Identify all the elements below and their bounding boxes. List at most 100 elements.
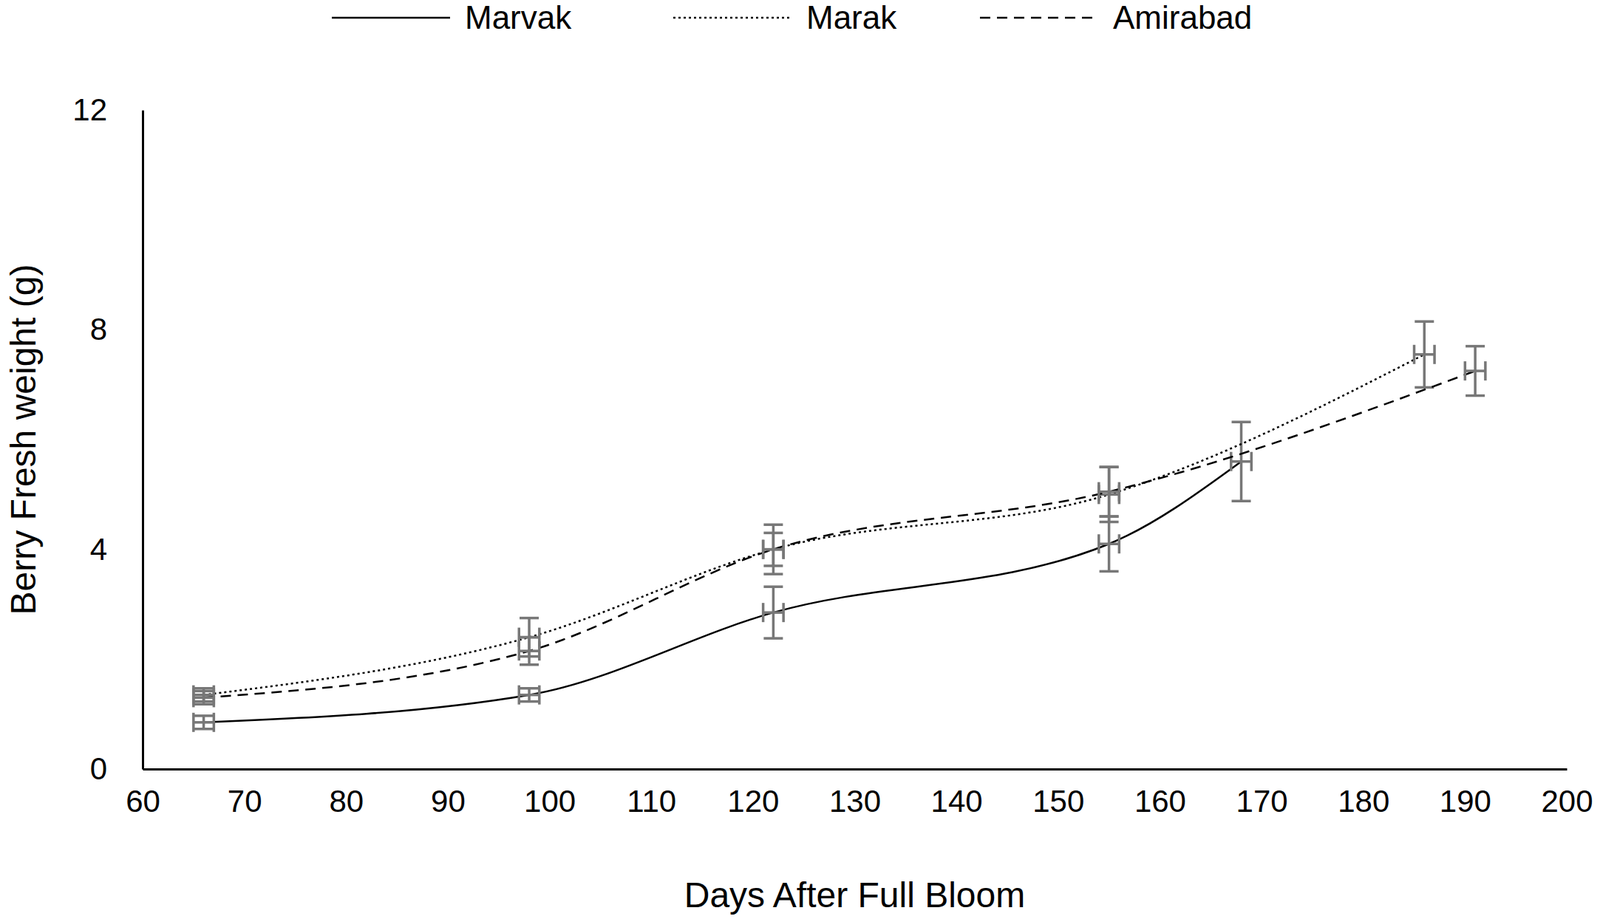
error-stem: [518, 693, 540, 697]
x-error-bar: [763, 603, 785, 623]
error-cap: [194, 690, 214, 694]
x-tick-label: 120: [727, 784, 779, 819]
x-tick: 130: [829, 769, 881, 819]
x-tick: 60: [125, 769, 161, 819]
error-cap: [194, 727, 214, 731]
x-error-bar: [193, 685, 215, 706]
error-cap: [761, 540, 765, 560]
x-tick-label: 60: [125, 784, 161, 819]
error-cap: [519, 663, 539, 667]
x-tick-label: 140: [931, 784, 983, 819]
error-cap: [1118, 482, 1122, 502]
x-tick: 180: [1337, 769, 1390, 819]
series-line: [203, 354, 1425, 696]
error-stem: [763, 548, 785, 552]
y-tick-label: 4: [90, 532, 108, 567]
legend-item: Marak: [673, 0, 898, 36]
error-cap: [763, 585, 783, 589]
x-axis-line: [143, 768, 1568, 771]
error-cap: [194, 687, 214, 691]
error-cap: [519, 700, 539, 704]
x-tick: 190: [1439, 769, 1492, 819]
x-tick-label: 160: [1134, 784, 1187, 819]
x-error-bar: [193, 688, 215, 708]
x-axis: 60 70 80 90 100 110 120 130 140 150 160 170 180 190 20…: [125, 769, 1593, 819]
error-stem: [763, 548, 785, 552]
x-error-bar: [1464, 361, 1486, 381]
error-cap: [519, 617, 539, 621]
x-error-bar: [1098, 534, 1120, 554]
x-tick-label: 200: [1540, 784, 1593, 819]
y-tick-label: 12: [72, 92, 108, 128]
x-tick: 70: [227, 769, 263, 819]
y-error-bar: [1099, 516, 1119, 572]
error-cap: [1465, 394, 1485, 398]
error-cap: [763, 523, 783, 527]
x-tick: 100: [523, 769, 576, 819]
error-cap: [1099, 465, 1119, 469]
legend-item: Marvak: [331, 0, 573, 36]
x-tick-label: 80: [328, 784, 364, 819]
error-cap: [781, 603, 785, 623]
y-error-bar: [763, 586, 783, 639]
x-error-bar: [518, 641, 540, 661]
x-tick: 90: [430, 769, 466, 819]
error-cap: [1465, 345, 1485, 349]
legend-label: Marvak: [464, 0, 573, 36]
error-stem: [763, 611, 785, 615]
legend-label: Marak: [806, 0, 898, 36]
error-cap: [1099, 465, 1119, 469]
x-error-bar: [763, 540, 785, 560]
error-cap: [1414, 320, 1434, 323]
error-stem: [518, 636, 540, 640]
x-tick: 170: [1236, 769, 1289, 819]
x-tick-label: 100: [523, 784, 576, 819]
error-stem: [1464, 369, 1486, 373]
y-axis-title: Berry Fresh weight (g): [3, 264, 43, 616]
x-tick: 140: [931, 769, 983, 819]
plot-area: [193, 321, 1486, 733]
error-stem: [1107, 467, 1111, 522]
error-cap: [1097, 482, 1101, 502]
error-cap: [1231, 420, 1252, 424]
error-cap: [761, 540, 765, 560]
error-cap: [538, 685, 541, 706]
legend: Marvak Marak Amirabad: [331, 0, 1252, 36]
legend-label: Amirabad: [1112, 0, 1252, 36]
error-cap: [192, 688, 196, 708]
error-stem: [193, 696, 215, 700]
error-cap: [1099, 570, 1119, 574]
x-tick: 160: [1134, 769, 1187, 819]
y-tick: 12: [72, 92, 143, 128]
error-stem: [518, 649, 540, 653]
x-tick: 110: [626, 769, 677, 819]
y-tick: 4: [90, 532, 143, 567]
error-cap: [192, 713, 196, 733]
x-tick-label: 130: [829, 784, 881, 819]
error-cap: [781, 540, 785, 560]
error-cap: [781, 540, 785, 560]
legend-swatch: [979, 16, 1099, 20]
x-tick: 150: [1032, 769, 1085, 819]
x-tick-label: 150: [1032, 784, 1085, 819]
error-cap: [212, 713, 216, 733]
x-tick: 80: [328, 769, 364, 819]
y-tick: 8: [90, 311, 143, 347]
error-cap: [1099, 515, 1119, 519]
chart: 6070809010011012013014015016017018019020…: [0, 0, 1600, 919]
x-tick-label: 90: [430, 784, 466, 819]
error-stem: [1098, 542, 1120, 546]
error-cap: [761, 603, 765, 623]
error-cap: [1414, 386, 1434, 390]
y-error-bar: [194, 716, 214, 730]
x-tick-label: 170: [1236, 784, 1289, 819]
x-tick: 120: [727, 769, 779, 819]
y-error-bar: [1414, 321, 1434, 388]
error-cap: [1432, 345, 1436, 365]
x-tick-label: 110: [626, 784, 677, 819]
x-error-bar: [1231, 452, 1252, 472]
series-line: [203, 370, 1476, 698]
y-tick: 0: [90, 751, 143, 787]
x-error-bar: [193, 713, 215, 733]
error-stem: [1231, 460, 1252, 464]
